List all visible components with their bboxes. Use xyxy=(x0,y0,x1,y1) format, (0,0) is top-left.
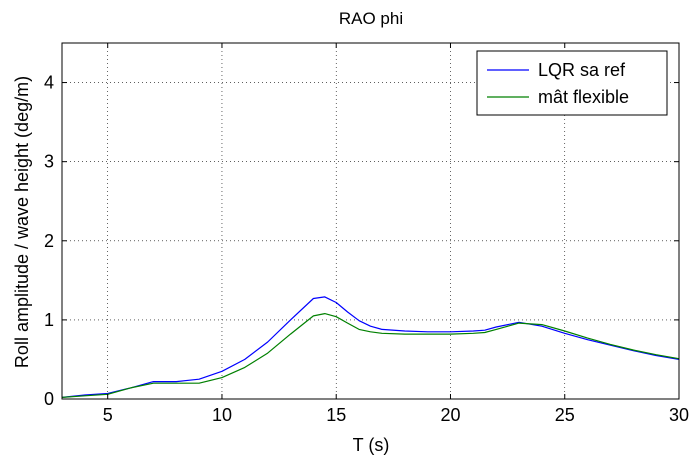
series-lines xyxy=(61,296,680,398)
y-tick-label: 4 xyxy=(44,73,54,93)
chart-title: RAO phi xyxy=(339,9,403,28)
legend-label-lqr-sa-ref: LQR sa ref xyxy=(538,60,626,80)
plot-area-frame xyxy=(61,42,680,400)
x-tick-label: 15 xyxy=(326,405,346,425)
legend: LQR sa ref mât flexible xyxy=(476,50,668,116)
x-tick-label: 20 xyxy=(440,405,460,425)
y-axis-label: Roll amplitude / wave height (deg/m) xyxy=(12,76,32,368)
series-line-1 xyxy=(61,313,680,398)
grid-lines xyxy=(62,43,679,399)
axis-ticks: 5 10 15 20 25 30 0 1 2 3 4 xyxy=(44,43,689,425)
y-tick-label: 0 xyxy=(44,389,54,409)
y-tick-label: 2 xyxy=(44,231,54,251)
legend-label-mat-flexible: mât flexible xyxy=(538,87,629,107)
x-tick-label: 25 xyxy=(555,405,575,425)
y-tick-label: 1 xyxy=(44,310,54,330)
series-line-0 xyxy=(61,296,680,398)
legend-box xyxy=(476,50,668,116)
y-tick-label: 3 xyxy=(44,152,54,172)
x-tick-label: 5 xyxy=(103,405,113,425)
x-axis-label: T (s) xyxy=(353,435,390,455)
x-tick-label: 10 xyxy=(212,405,232,425)
x-tick-label: 30 xyxy=(669,405,689,425)
